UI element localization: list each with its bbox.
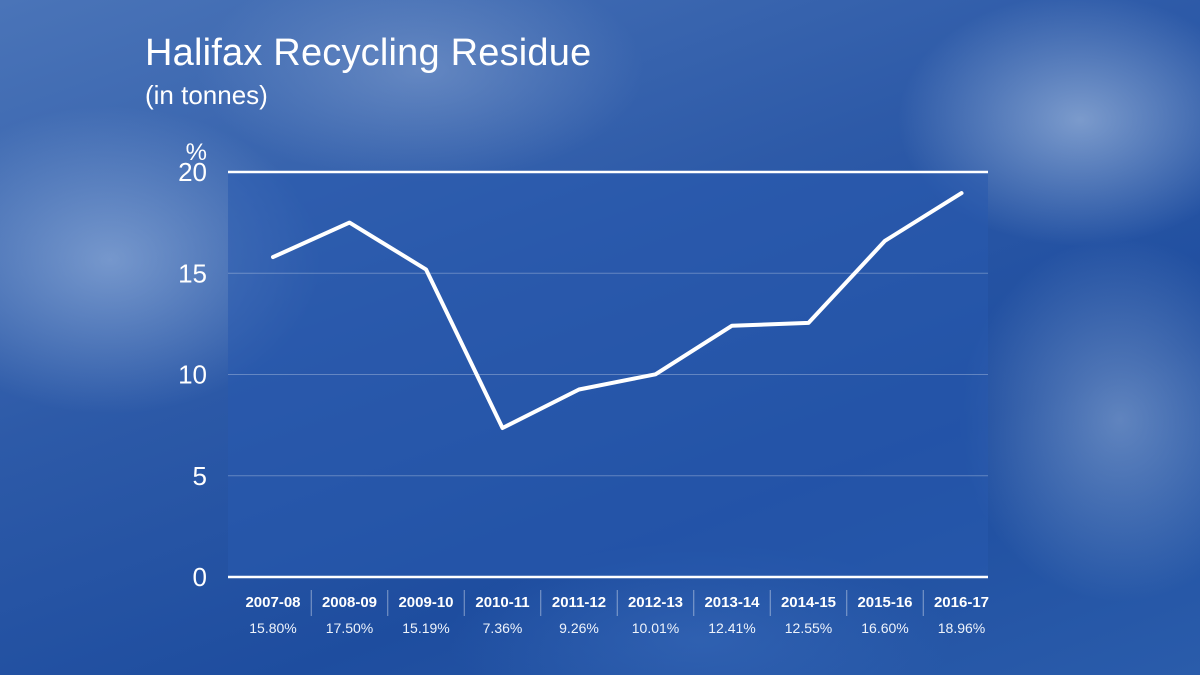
chart-title: Halifax Recycling Residue — [145, 32, 592, 74]
x-tick-label: 2010-11 — [475, 594, 530, 611]
plot-area — [228, 172, 988, 576]
data-value-label: 12.55% — [784, 620, 833, 636]
data-value-label: 18.96% — [937, 620, 986, 636]
data-value-label: 16.60% — [861, 620, 909, 636]
x-tick-label: 2013-14 — [704, 594, 760, 611]
data-value-label: 17.50% — [325, 620, 374, 636]
y-axis-unit-label: % — [186, 139, 207, 166]
y-tick-label: 5 — [193, 461, 207, 491]
x-tick-label: 2012-13 — [627, 594, 684, 611]
x-tick-label: 2016-17 — [933, 594, 990, 611]
x-tick-label: 2014-15 — [780, 594, 837, 611]
chart-subtitle: (in tonnes) — [145, 80, 268, 110]
x-tick-label: 2011-12 — [551, 594, 607, 611]
data-value-label: 7.36% — [482, 620, 523, 636]
data-value-label: 15.80% — [249, 620, 297, 636]
x-tick-label: 2008-09 — [321, 594, 378, 611]
y-tick-label: 0 — [193, 562, 207, 592]
x-tick-label: 2015-16 — [857, 594, 913, 611]
data-value-label: 9.26% — [559, 620, 599, 636]
data-value-label: 10.01% — [631, 620, 680, 636]
x-tick-label: 2009-10 — [398, 594, 454, 611]
data-value-label: 15.19% — [402, 620, 450, 636]
data-value-label: 12.41% — [708, 620, 756, 636]
y-tick-label: 10 — [178, 360, 207, 390]
y-tick-label: 15 — [178, 258, 207, 288]
x-tick-label: 2007-08 — [245, 594, 301, 611]
series-line — [271, 191, 964, 430]
y-tick-label: 20 — [178, 157, 207, 187]
